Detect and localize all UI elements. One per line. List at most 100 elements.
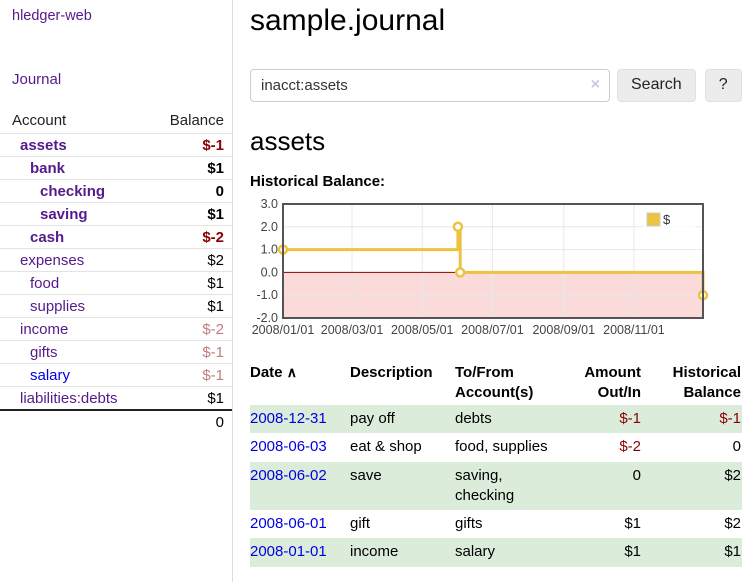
- register-header-accounts: To/From Account(s): [455, 363, 534, 401]
- account-tree: assets $-1 bank $1 checking 0 saving $1 cash $-2 e…: [0, 133, 232, 409]
- register-cell-description: gift: [350, 515, 371, 533]
- register-header-row: Date ∧ Description To/From Account(s) Am…: [250, 361, 742, 406]
- account-link-expenses[interactable]: expenses: [20, 252, 85, 269]
- accounts-header-balance: Balance: [169, 112, 224, 129]
- register-cell-amount: $1: [624, 515, 641, 533]
- register-cell-date: 2008-01-01: [250, 538, 350, 566]
- account-balance: $-2: [202, 229, 224, 246]
- accounts-header-account: Account: [12, 112, 67, 129]
- account-link-income[interactable]: income: [20, 321, 69, 338]
- account-row: bank $1: [0, 156, 232, 179]
- register-cell-accounts: debts: [455, 410, 492, 428]
- x-tick-label: 2008/03/01: [321, 323, 384, 337]
- account-link-assets[interactable]: assets: [20, 137, 67, 154]
- search-button[interactable]: Search: [617, 68, 696, 102]
- register-cell-amount: $-1: [619, 410, 641, 428]
- search-input-wrap: ×: [250, 68, 610, 102]
- register-cell-balance: $-1: [719, 410, 741, 428]
- y-tick-label: -2.0: [256, 311, 278, 325]
- register-cell-balance: 0: [732, 438, 741, 456]
- account-balance: $-1: [202, 367, 224, 384]
- x-tick-label: 2008/09/01: [532, 323, 595, 337]
- account-link-saving[interactable]: saving: [40, 206, 88, 223]
- chart-label: Historical Balance:: [250, 172, 386, 190]
- x-tick-label: 2008/01/01: [252, 323, 315, 337]
- register-row: 2008-06-01 gift gifts $1 $2: [250, 510, 742, 538]
- x-tick-label: 2008/07/01: [461, 323, 524, 337]
- register-cell-accounts: food, supplies: [455, 438, 548, 456]
- account-balance: $1: [207, 275, 224, 292]
- account-link-supplies[interactable]: supplies: [30, 298, 86, 315]
- account-balance: $2: [207, 252, 224, 269]
- account-row: expenses $2: [0, 248, 232, 271]
- register-cell-amount: $-2: [619, 438, 641, 456]
- transaction-date-link[interactable]: 2008-06-03: [250, 438, 327, 456]
- account-link-food[interactable]: food: [30, 275, 60, 292]
- register-header-date[interactable]: Date ∧: [250, 361, 350, 406]
- main-content: sample.journal × Search ? assets Histori…: [233, 0, 742, 582]
- sidebar: hledger-web Journal Account Balance asse…: [0, 0, 233, 582]
- account-balance: $-2: [202, 321, 224, 338]
- transaction-date-link[interactable]: 2008-01-01: [250, 543, 327, 561]
- register-cell-description: eat & shop: [350, 438, 422, 456]
- account-link-salary[interactable]: salary: [30, 367, 71, 384]
- account-link-gifts[interactable]: gifts: [30, 344, 58, 361]
- help-button[interactable]: ?: [704, 68, 742, 102]
- sort-asc-icon: ∧: [286, 363, 297, 380]
- register-cell-description: income: [350, 543, 399, 561]
- account-title: assets: [250, 125, 326, 156]
- sidebar-item-journal[interactable]: Journal: [12, 71, 62, 88]
- account-row: food $1: [0, 271, 232, 294]
- transaction-date-link[interactable]: 2008-12-31: [250, 410, 327, 428]
- account-link-checking[interactable]: checking: [40, 183, 106, 200]
- register-header-date-label: Date: [250, 363, 283, 381]
- legend-swatch-icon: [646, 212, 661, 227]
- data-point-marker: [452, 221, 464, 232]
- register-header-description: Description: [350, 363, 433, 381]
- register-row: 2008-06-03 eat & shop food, supplies $-2 0: [250, 433, 742, 461]
- register-cell-balance: $1: [724, 543, 741, 561]
- register-cell-amount: 0: [632, 466, 641, 484]
- search-input[interactable]: [250, 68, 610, 102]
- register-cell-balance: $2: [724, 466, 741, 484]
- clear-search-icon[interactable]: ×: [590, 75, 600, 93]
- accounts-table: Account Balance assets $-1 bank $1 checking 0…: [0, 109, 232, 433]
- register-cell-date: 2008-12-31: [250, 405, 350, 433]
- register-cell-balance: $2: [724, 515, 741, 533]
- account-row: saving $1: [0, 202, 232, 225]
- account-link-liabilities-debts[interactable]: liabilities:debts: [20, 390, 118, 407]
- y-tick-label: 2.0: [261, 219, 278, 233]
- account-balance: $1: [207, 298, 224, 315]
- y-tick-label: 0.0: [261, 265, 278, 279]
- account-row: cash $-2: [0, 225, 232, 248]
- register-row: 2008-12-31 pay off debts $-1 $-1: [250, 405, 742, 434]
- register-cell-accounts: saving, checking: [455, 466, 515, 504]
- brand-link[interactable]: hledger-web: [12, 8, 92, 24]
- accounts-total-row: 0: [0, 409, 232, 433]
- account-row: assets $-1: [0, 133, 232, 156]
- account-row: gifts $-1: [0, 340, 232, 363]
- register-cell-description: pay off: [350, 410, 395, 428]
- account-row: supplies $1: [0, 294, 232, 317]
- account-row: checking 0: [0, 179, 232, 202]
- transaction-date-link[interactable]: 2008-06-02: [250, 466, 327, 484]
- accounts-table-header: Account Balance: [0, 109, 232, 133]
- register-row: 2008-06-02 save saving, checking 0 $2: [250, 461, 742, 511]
- account-link-bank[interactable]: bank: [30, 160, 66, 177]
- search-form: × Search ?: [250, 68, 742, 102]
- account-row: liabilities:debts $1: [0, 386, 232, 409]
- register-cell-date: 2008-06-03: [250, 433, 350, 461]
- register-header-balance: Historical Balance: [672, 363, 741, 401]
- register-table: Date ∧ Description To/From Account(s) Am…: [250, 361, 742, 567]
- account-link-cash[interactable]: cash: [30, 229, 65, 246]
- account-row: income $-2: [0, 317, 232, 340]
- account-balance: $1: [207, 160, 224, 177]
- account-balance: $-1: [202, 137, 224, 154]
- transaction-date-link[interactable]: 2008-06-01: [250, 515, 327, 533]
- data-point-marker: [454, 266, 466, 278]
- register-header-amount: Amount Out/In: [584, 363, 641, 401]
- legend-label: $: [663, 212, 671, 227]
- accounts-total-value: 0: [215, 414, 224, 431]
